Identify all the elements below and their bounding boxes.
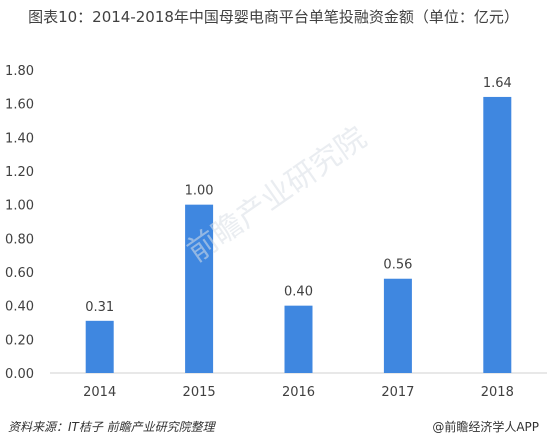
bar-series: 0.31 1.00 0.40 0.56 1.64 [85, 76, 512, 373]
bar [85, 320, 114, 373]
source-note: 资料来源：IT桔子 前瞻产业研究院整理 [8, 420, 215, 434]
y-tick-label: 1.40 [5, 131, 34, 146]
x-tick-label: 2015 [183, 385, 216, 400]
brand-credit: @前瞻经济学人APP [432, 420, 539, 434]
x-axis: 2014 2015 2016 2017 2018 [83, 385, 514, 400]
data-label: 0.40 [284, 285, 313, 300]
y-axis: 0.00 0.20 0.40 0.60 0.80 1.00 1.20 1.40 1.60 1.80 [5, 64, 34, 382]
x-tick-label: 2014 [83, 385, 116, 400]
y-tick-label: 0.00 [5, 367, 34, 382]
bar [185, 204, 214, 373]
y-tick-label: 1.20 [5, 165, 34, 180]
bar [284, 305, 313, 373]
bar [483, 96, 512, 373]
x-tick-label: 2017 [381, 385, 414, 400]
data-label: 0.31 [85, 300, 114, 315]
x-tick-label: 2016 [282, 385, 315, 400]
bar [383, 278, 412, 373]
data-label: 1.00 [185, 184, 214, 199]
y-tick-label: 0.60 [5, 266, 34, 281]
y-tick-label: 1.80 [5, 64, 34, 79]
data-label: 1.64 [483, 76, 512, 91]
y-tick-label: 1.00 [5, 199, 34, 214]
y-tick-label: 0.40 [5, 300, 34, 315]
chart-title: 图表10：2014-2018年中国母婴电商平台单笔投融资金额（单位：亿元） [28, 8, 519, 26]
y-tick-label: 0.80 [5, 232, 34, 247]
y-tick-label: 0.20 [5, 333, 34, 348]
x-tick-label: 2018 [481, 385, 514, 400]
data-label: 0.56 [383, 258, 412, 273]
y-tick-label: 1.60 [5, 98, 34, 113]
